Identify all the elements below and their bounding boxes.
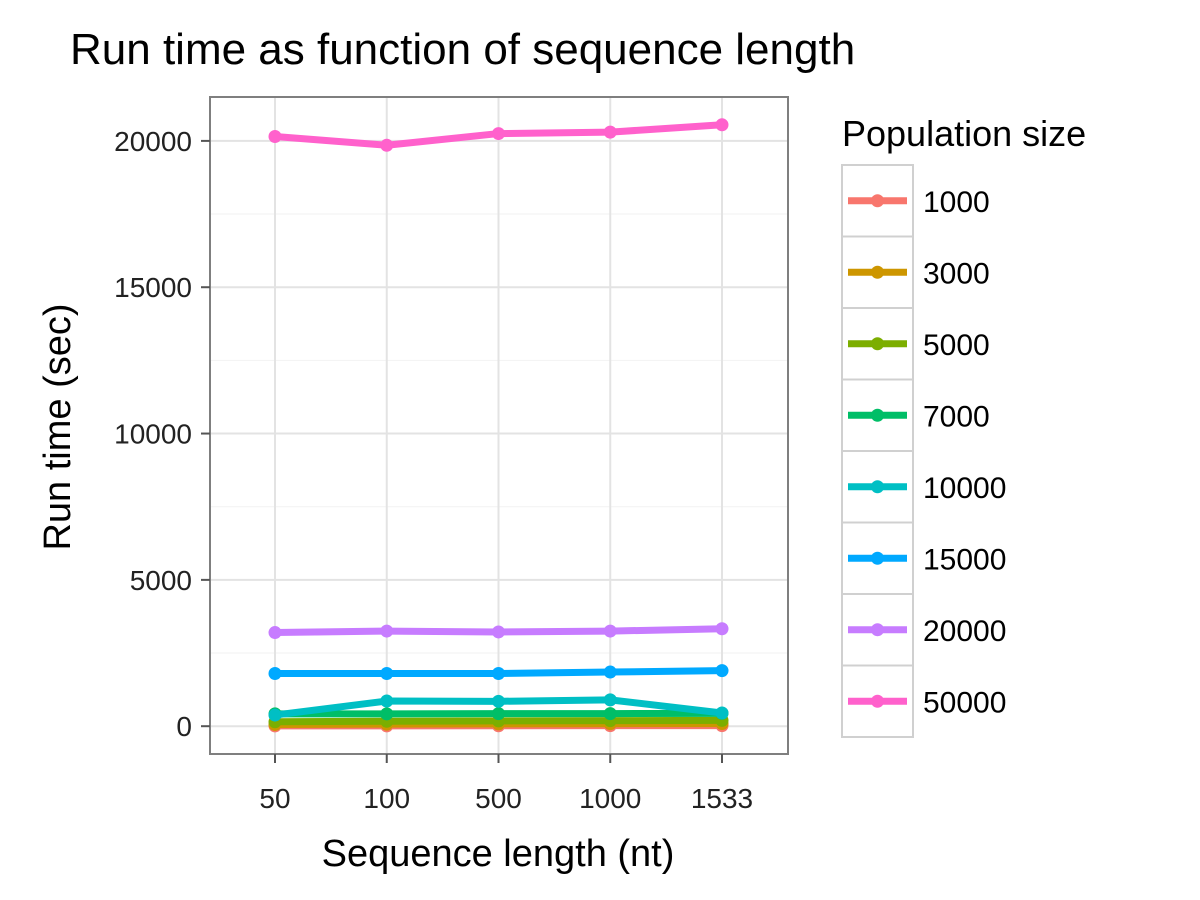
y-tick-label: 0 bbox=[176, 711, 192, 742]
y-tick-label: 20000 bbox=[114, 126, 192, 157]
legend-label: 10000 bbox=[923, 472, 1006, 505]
series-50000 bbox=[268, 118, 729, 152]
series-15000 bbox=[268, 664, 729, 681]
data-point bbox=[715, 706, 729, 720]
series-layer bbox=[268, 118, 729, 733]
legend-title: Population size bbox=[842, 113, 1086, 154]
legend-key-point bbox=[871, 694, 884, 708]
data-point bbox=[268, 708, 282, 722]
data-point bbox=[268, 130, 282, 144]
data-point bbox=[715, 622, 729, 636]
data-point bbox=[492, 625, 505, 639]
legend-item-10000: 10000 bbox=[841, 450, 1006, 524]
legend-key-point bbox=[871, 480, 884, 494]
legend-item-50000: 50000 bbox=[841, 664, 1006, 738]
legend-item-15000: 15000 bbox=[841, 521, 1006, 595]
legend-label: 5000 bbox=[923, 329, 990, 362]
x-tick-label: 100 bbox=[363, 783, 410, 814]
data-point bbox=[603, 693, 617, 707]
data-point bbox=[715, 118, 729, 132]
data-point bbox=[492, 707, 505, 721]
data-point bbox=[603, 624, 617, 638]
legend-label: 20000 bbox=[923, 615, 1006, 648]
data-point bbox=[603, 665, 617, 679]
legend-key-point bbox=[871, 551, 884, 565]
data-point bbox=[603, 125, 617, 139]
plot-panel bbox=[209, 96, 789, 755]
legend-label: 7000 bbox=[923, 400, 990, 433]
series-20000 bbox=[268, 622, 729, 640]
legend-key-point bbox=[871, 623, 884, 637]
data-point bbox=[380, 138, 394, 152]
data-point bbox=[380, 624, 394, 638]
data-point bbox=[492, 127, 505, 141]
data-point bbox=[715, 664, 729, 678]
legend-label: 1000 bbox=[923, 186, 990, 219]
data-point bbox=[492, 694, 505, 708]
data-point bbox=[603, 707, 617, 721]
y-tick-label: 10000 bbox=[114, 419, 192, 450]
legend-item-5000: 5000 bbox=[841, 307, 990, 381]
x-tick-label: 1000 bbox=[579, 783, 641, 814]
legend-label: 15000 bbox=[923, 543, 1006, 576]
legend: 1000 3000 5000 7000 10000 15000 20000 50000 bbox=[841, 164, 1006, 738]
legend-key-point bbox=[871, 265, 884, 279]
data-point bbox=[492, 667, 505, 681]
legend-item-20000: 20000 bbox=[841, 593, 1006, 667]
data-point bbox=[380, 667, 394, 681]
series-10000 bbox=[268, 693, 729, 722]
legend-label: 50000 bbox=[923, 686, 1006, 719]
x-axis: 50 100 500 1000 1533 bbox=[259, 754, 753, 814]
data-point bbox=[268, 667, 282, 681]
legend-item-1000: 1000 bbox=[841, 164, 990, 238]
x-tick-label: 500 bbox=[475, 783, 522, 814]
x-tick-label: 1533 bbox=[691, 783, 753, 814]
data-point bbox=[268, 626, 282, 640]
y-tick-label: 5000 bbox=[130, 565, 192, 596]
legend-key-point bbox=[871, 408, 884, 422]
legend-key-point bbox=[871, 194, 884, 208]
legend-label: 3000 bbox=[923, 257, 990, 290]
chart-title: Run time as function of sequence length bbox=[70, 25, 855, 74]
legend-key-point bbox=[871, 337, 884, 351]
x-axis-title: Sequence length (nt) bbox=[322, 833, 675, 875]
x-tick-label: 50 bbox=[259, 783, 290, 814]
y-axis-title: Run time (sec) bbox=[37, 303, 79, 550]
y-tick-label: 15000 bbox=[114, 272, 192, 303]
data-point bbox=[380, 707, 394, 721]
data-point bbox=[380, 694, 394, 708]
legend-item-7000: 7000 bbox=[841, 378, 990, 452]
legend-item-3000: 3000 bbox=[841, 235, 990, 309]
y-axis: 0 5000 10000 15000 20000 bbox=[114, 126, 210, 742]
